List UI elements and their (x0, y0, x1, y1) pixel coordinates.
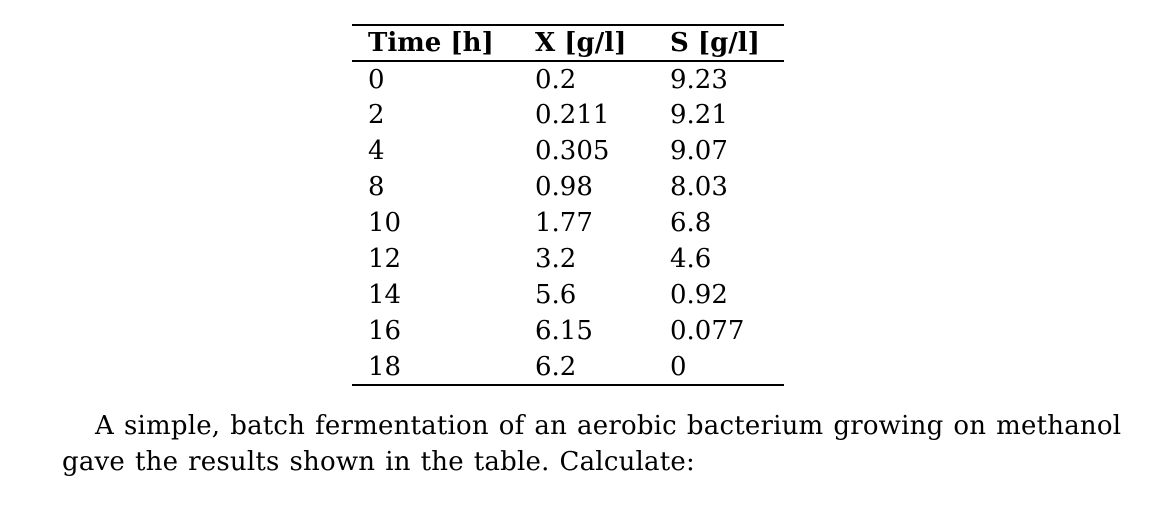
table-cell: 9.23 (670, 64, 728, 95)
table-cell: 6.15 (535, 316, 593, 346)
table-row: 10 1.77 6.8 (352, 205, 784, 241)
table-cell: 0 (670, 351, 687, 382)
table-cell: 9.21 (670, 100, 728, 130)
table-row: 8 0.98 8.03 (352, 169, 784, 205)
table-cell: 8 (368, 172, 385, 202)
table-cell: 9.07 (670, 136, 728, 166)
table-cell: 3.2 (535, 244, 577, 274)
table-cell: 0.2 (535, 64, 577, 95)
table-cell: 0.98 (535, 172, 593, 202)
table-cell: 14 (368, 280, 402, 310)
table-cell: 0.077 (670, 316, 745, 346)
table-row: 16 6.15 0.077 (352, 313, 784, 349)
table-cell: 2 (368, 100, 385, 130)
table-header: Time [h] X [g/l] S [g/l] (352, 25, 784, 62)
table-row: 18 6.2 0 (352, 349, 784, 385)
table-row: 12 3.2 4.6 (352, 241, 784, 277)
table-cell: 0.305 (535, 136, 610, 166)
column-header-time: Time [h] (352, 25, 535, 62)
paragraph-line-2: gave the results shown in the table. Cal… (62, 447, 695, 477)
table-cell: 4 (368, 136, 385, 166)
table-cell: 4.6 (670, 244, 712, 274)
table-cell: 0.211 (535, 100, 610, 130)
table-cell: 10 (368, 208, 402, 238)
table-cell: 0 (368, 64, 385, 95)
column-header-substrate: S [g/l] (670, 25, 784, 62)
table-body: 0 0.2 9.23 2 0.211 9.21 4 0.305 9.07 8 0.98 8.03 10 1… (352, 61, 784, 385)
problem-statement: A simple, batch fermentation of an aerob… (62, 408, 1132, 480)
table-header-row: Time [h] X [g/l] S [g/l] (352, 25, 784, 62)
table-row: 14 5.6 0.92 (352, 277, 784, 313)
table-cell: 8.03 (670, 172, 728, 202)
paragraph-line-1: A simple, batch fermentation of an aerob… (95, 411, 1122, 441)
column-header-biomass: X [g/l] (535, 25, 670, 62)
table-cell: 18 (368, 351, 402, 382)
table-row: 0 0.2 9.23 (352, 61, 784, 97)
fermentation-data-table-container: Time [h] X [g/l] S [g/l] 0 0.2 9.23 2 0.211 9… (352, 24, 784, 386)
table-cell: 0.92 (670, 280, 728, 310)
table-cell: 6.2 (535, 351, 577, 382)
table-cell: 5.6 (535, 280, 577, 310)
fermentation-data-table: Time [h] X [g/l] S [g/l] 0 0.2 9.23 2 0.211 9… (352, 24, 784, 386)
table-cell: 16 (368, 316, 402, 346)
table-cell: 6.8 (670, 208, 712, 238)
table-row: 2 0.211 9.21 (352, 97, 784, 133)
table-cell: 12 (368, 244, 402, 274)
table-cell: 1.77 (535, 208, 593, 238)
table-row: 4 0.305 9.07 (352, 133, 784, 169)
